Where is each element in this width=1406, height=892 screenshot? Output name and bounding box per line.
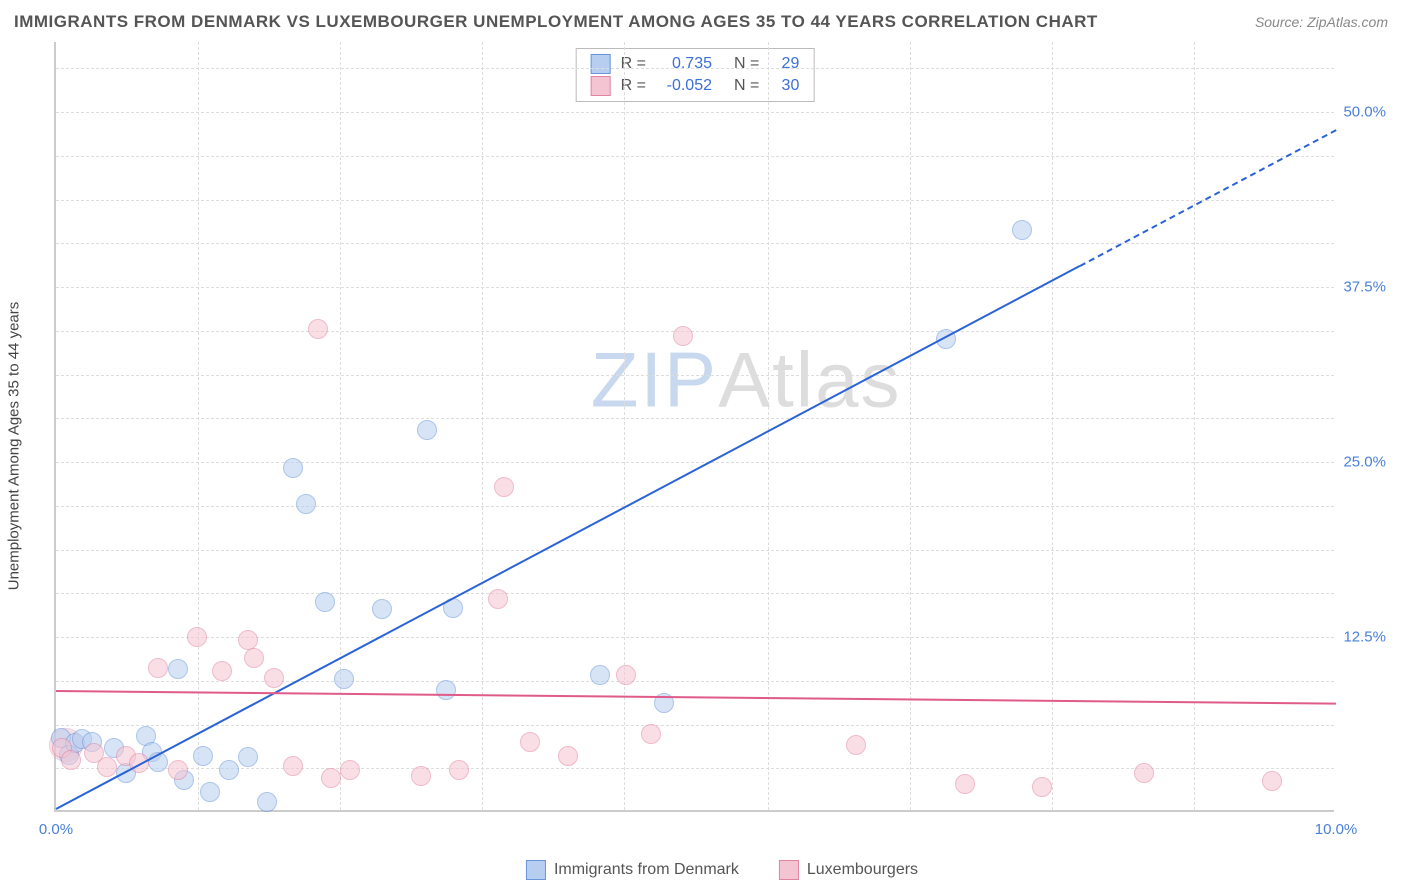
stats-n-label: N = [734,77,759,95]
data-point-denmark [315,592,335,612]
stats-n-value: 30 [769,77,799,95]
gridline-horizontal [56,200,1334,201]
data-point-denmark [372,599,392,619]
data-point-luxembourg [321,768,341,788]
data-point-denmark [436,680,456,700]
y-tick-label: 25.0% [1343,454,1386,471]
y-tick-label: 50.0% [1343,104,1386,121]
gridline-horizontal [56,725,1334,726]
plot-area: ZIPAtlas R =0.735N =29R =-0.052N =30 12.… [54,42,1334,812]
data-point-luxembourg [187,627,207,647]
gridline-vertical [198,42,199,810]
data-point-luxembourg [449,760,469,780]
chart-title: IMMIGRANTS FROM DENMARK VS LUXEMBOURGER … [14,12,1098,32]
data-point-luxembourg [264,668,284,688]
gridline-horizontal [56,331,1334,332]
trend-line [56,690,1336,705]
gridline-horizontal [56,112,1334,113]
gridline-horizontal [56,375,1334,376]
y-tick-label: 37.5% [1343,279,1386,296]
gridline-vertical [1052,42,1053,810]
data-point-luxembourg [1262,771,1282,791]
series-legend: Immigrants from Denmark Luxembourgers [526,860,918,880]
data-point-denmark [1012,220,1032,240]
data-point-luxembourg [238,630,258,650]
data-point-denmark [283,458,303,478]
data-point-luxembourg [1134,763,1154,783]
gridline-horizontal [56,287,1334,288]
x-tick-label: 10.0% [1315,821,1358,838]
data-point-luxembourg [846,735,866,755]
data-point-denmark [238,747,258,767]
data-point-luxembourg [673,326,693,346]
watermark-left: ZIP [591,335,718,423]
legend-swatch [591,76,611,96]
y-axis-title: Unemployment Among Ages 35 to 44 years [6,302,23,591]
data-point-luxembourg [411,766,431,786]
data-point-luxembourg [148,658,168,678]
trend-line [56,265,1081,810]
data-point-denmark [334,669,354,689]
stats-n-label: N = [734,55,759,73]
data-point-luxembourg [61,750,81,770]
data-point-luxembourg [97,757,117,777]
data-point-luxembourg [955,774,975,794]
data-point-denmark [219,760,239,780]
gridline-horizontal [56,593,1334,594]
gridline-horizontal [56,418,1334,419]
y-tick-label: 12.5% [1343,629,1386,646]
data-point-denmark [257,792,277,812]
data-point-luxembourg [520,732,540,752]
legend-label: Luxembourgers [807,861,918,879]
data-point-luxembourg [488,589,508,609]
data-point-luxembourg [168,760,188,780]
gridline-horizontal [56,550,1334,551]
data-point-luxembourg [283,756,303,776]
gridline-horizontal [56,156,1334,157]
source-attribution: Source: ZipAtlas.com [1255,14,1388,30]
legend-swatch [526,860,546,880]
data-point-luxembourg [212,661,232,681]
trend-line [1080,129,1337,267]
data-point-denmark [168,659,188,679]
legend-label: Immigrants from Denmark [554,861,739,879]
gridline-vertical [768,42,769,810]
legend-item-luxembourg: Luxembourgers [779,860,918,880]
gridline-horizontal [56,462,1334,463]
gridline-horizontal [56,506,1334,507]
data-point-denmark [417,420,437,440]
stats-n-value: 29 [769,55,799,73]
legend-item-denmark: Immigrants from Denmark [526,860,739,880]
data-point-luxembourg [616,665,636,685]
gridline-horizontal [56,243,1334,244]
data-point-luxembourg [244,648,264,668]
data-point-luxembourg [340,760,360,780]
data-point-denmark [296,494,316,514]
data-point-luxembourg [308,319,328,339]
gridline-vertical [1194,42,1195,810]
stats-r-value: 0.735 [656,55,712,73]
data-point-luxembourg [494,477,514,497]
data-point-luxembourg [558,746,578,766]
data-point-denmark [200,782,220,802]
x-tick-label: 0.0% [39,821,73,838]
data-point-luxembourg [1032,777,1052,797]
data-point-denmark [590,665,610,685]
legend-swatch [591,54,611,74]
data-point-denmark [193,746,213,766]
correlation-stats-box: R =0.735N =29R =-0.052N =30 [576,48,815,102]
stats-r-value: -0.052 [656,77,712,95]
watermark: ZIPAtlas [591,334,902,425]
data-point-luxembourg [641,724,661,744]
legend-swatch [779,860,799,880]
plot-container: ZIPAtlas R =0.735N =29R =-0.052N =30 12.… [54,42,1390,850]
gridline-horizontal [56,68,1334,69]
gridline-vertical [910,42,911,810]
gridline-horizontal [56,681,1334,682]
